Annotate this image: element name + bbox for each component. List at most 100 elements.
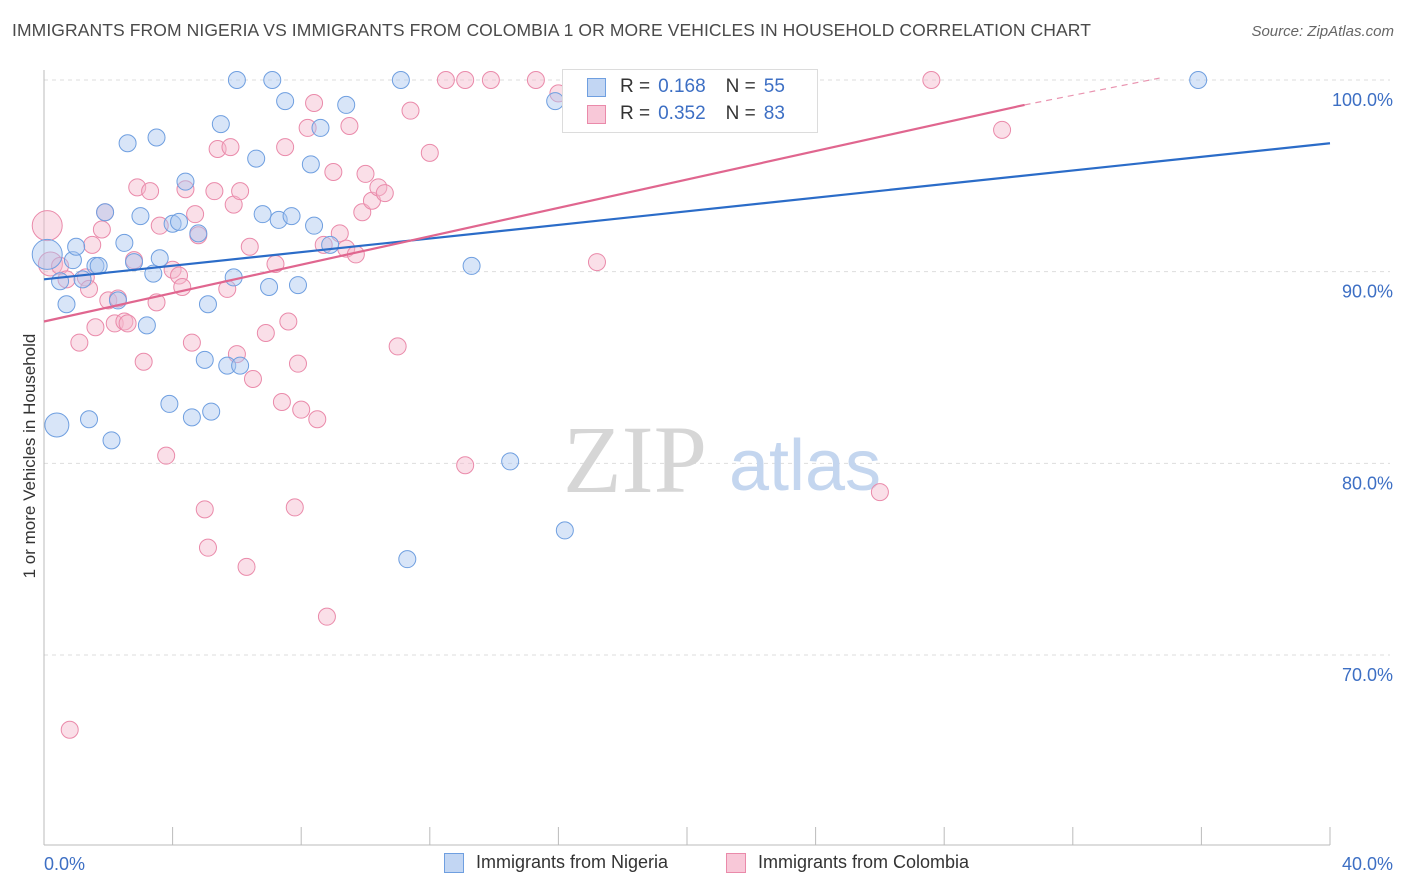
colombia-point	[83, 235, 102, 254]
colombia-point	[375, 184, 394, 203]
colombia-point	[993, 120, 1012, 139]
x-tick-label: 40.0%	[1342, 854, 1393, 874]
colombia-point	[141, 182, 160, 201]
legend-item-colombia[interactable]: Immigrants from Colombia	[726, 852, 969, 873]
colombia-point	[353, 203, 372, 222]
watermark: ZIP atlas	[563, 406, 881, 513]
n-label: N =	[725, 76, 756, 97]
nigeria-point	[102, 431, 121, 450]
colombia-n-value: 83	[763, 103, 785, 124]
nigeria-point	[311, 118, 330, 137]
colombia-swatch	[587, 104, 606, 124]
nigeria-trend-line	[43, 142, 1331, 281]
colombia-point	[285, 498, 304, 517]
nigeria-point	[247, 149, 266, 168]
colombia-point	[288, 354, 307, 373]
nigeria-point	[231, 356, 250, 375]
colombia-point	[272, 393, 291, 411]
series-legend: Immigrants from Nigeria Immigrants from …	[0, 852, 1406, 878]
y-axis-label: 1 or more Vehicles in Household	[20, 333, 39, 579]
nigeria-point	[263, 71, 282, 89]
colombia-point	[231, 182, 250, 201]
colombia-point	[240, 237, 259, 256]
y-tick-label: 80.0%	[1342, 473, 1393, 493]
nigeria-point	[288, 276, 307, 295]
colombia-trend-line	[43, 103, 1025, 323]
colombia-point	[298, 118, 317, 137]
nigeria-point	[337, 95, 356, 114]
colombia-point	[227, 345, 246, 364]
nigeria-point	[131, 207, 150, 226]
nigeria-point	[51, 272, 70, 291]
colombia-point	[456, 456, 475, 475]
nigeria-point	[195, 350, 214, 369]
colombia-point	[57, 270, 76, 289]
nigeria-r-value: 0.168	[658, 76, 706, 97]
nigeria-point	[301, 155, 320, 174]
colombia-point	[134, 352, 153, 371]
nigeria-point	[227, 71, 246, 89]
colombia-point	[115, 312, 134, 331]
colombia-point	[276, 138, 295, 157]
colombia-legend-label: Immigrants from Colombia	[758, 852, 970, 872]
colombia-point	[317, 607, 336, 626]
nigeria-point	[147, 128, 166, 147]
nigeria-point	[211, 115, 230, 134]
nigeria-point	[462, 256, 481, 275]
colombia-point	[243, 370, 262, 388]
nigeria-point	[137, 316, 156, 335]
nigeria-point	[170, 212, 189, 231]
colombia-r-value: 0.352	[658, 103, 706, 124]
watermark-atlas: atlas	[729, 426, 881, 506]
colombia-point	[170, 266, 189, 285]
colombia-point	[870, 483, 889, 502]
nigeria-point	[163, 214, 182, 233]
colombia-point	[340, 117, 359, 135]
colombia-point	[237, 557, 256, 576]
colombia-points	[31, 71, 1012, 739]
colombia-point	[256, 324, 275, 342]
tick-labels: 100.0% 90.0% 80.0% 70.0% 0.0% 40.0%	[44, 90, 1393, 874]
nigeria-point	[198, 295, 217, 314]
nigeria-point	[305, 216, 324, 235]
n-label: N =	[725, 103, 756, 124]
colombia-point	[456, 71, 475, 89]
axes	[43, 70, 1331, 846]
nigeria-points	[31, 71, 1208, 569]
y-tick-label: 90.0%	[1342, 282, 1393, 302]
nigeria-point	[150, 249, 169, 268]
colombia-point	[92, 220, 111, 239]
nigeria-point	[67, 237, 86, 256]
colombia-point	[195, 500, 214, 519]
nigeria-point	[282, 207, 301, 226]
chart-title: IMMIGRANTS FROM NIGERIA VS IMMIGRANTS FR…	[12, 20, 1092, 40]
colombia-point	[481, 71, 500, 89]
nigeria-point	[182, 408, 201, 427]
colombia-point	[526, 71, 545, 89]
colombia-point	[356, 164, 375, 183]
colombia-point	[205, 182, 224, 201]
nigeria-point	[125, 253, 144, 272]
nigeria-point	[118, 134, 137, 153]
colombia-point	[186, 205, 205, 224]
nigeria-point	[189, 224, 208, 243]
colombia-point	[60, 720, 79, 739]
nigeria-point	[44, 412, 70, 438]
colombia-point	[157, 446, 176, 465]
nigeria-point	[276, 92, 295, 111]
nigeria-point	[260, 278, 279, 296]
colombia-point	[388, 337, 407, 356]
nigeria-point	[501, 452, 520, 471]
colombia-point	[922, 71, 941, 89]
legend-item-nigeria[interactable]: Immigrants from Nigeria	[444, 852, 668, 873]
colombia-point	[76, 268, 95, 287]
nigeria-point	[218, 356, 237, 375]
nigeria-swatch	[587, 77, 606, 97]
legend-row-nigeria: R = 0.168 N = 55	[587, 74, 785, 100]
nigeria-legend-swatch	[444, 852, 464, 873]
colombia-point	[70, 333, 89, 352]
colombia-legend-swatch	[726, 852, 746, 873]
nigeria-point	[1189, 71, 1208, 89]
colombia-point	[330, 224, 349, 243]
